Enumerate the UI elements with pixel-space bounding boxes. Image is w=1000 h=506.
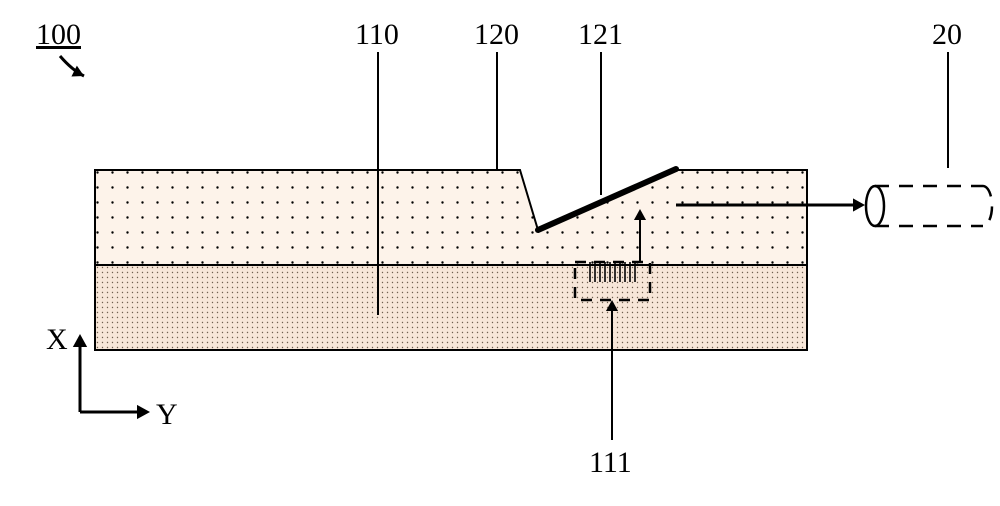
bottom-layer <box>95 265 807 350</box>
label-120: 120 <box>474 18 519 52</box>
label-111: 111 <box>589 446 632 480</box>
label-121: 121 <box>578 18 623 52</box>
label-100: 100 <box>36 18 81 52</box>
axis-y-label: Y <box>156 398 178 432</box>
label-110: 110 <box>355 18 399 52</box>
top-layer <box>95 170 807 265</box>
cylinder-20 <box>866 186 992 226</box>
label-20: 20 <box>932 18 962 52</box>
axis-x-label: X <box>46 323 68 357</box>
